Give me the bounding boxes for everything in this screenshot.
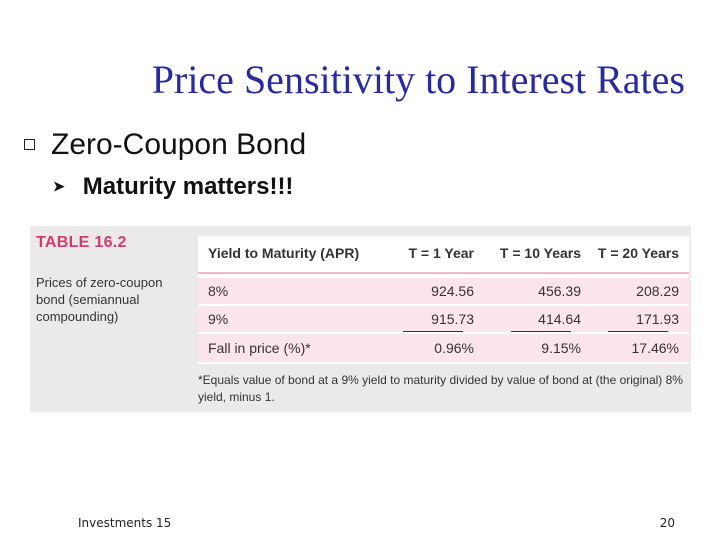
table-header-row: Yield to Maturity (APR) T = 1 Year T = 1…	[198, 236, 689, 270]
cell-label: Fall in price (%)*	[208, 340, 311, 356]
cell-t1: 924.56	[431, 283, 474, 299]
table-row: 8% 924.56 456.39 208.29	[198, 278, 689, 304]
underline-t20	[608, 331, 668, 332]
underline-t10	[511, 331, 571, 332]
price-table: Yield to Maturity (APR) T = 1 Year T = 1…	[198, 236, 689, 364]
table-row: 9% 915.73 414.64 171.93	[198, 306, 689, 332]
header-t20: T = 20 Years	[597, 245, 679, 261]
table-label: TABLE 16.2	[36, 234, 127, 251]
cell-t10: 414.64	[538, 311, 581, 327]
table-caption: Prices of zero-coupon bond (semiannual c…	[36, 275, 163, 324]
cell-yield: 9%	[208, 311, 229, 327]
table-footnote: *Equals value of bond at a 9% yield to m…	[198, 373, 683, 404]
bullet-text: Zero-Coupon Bond	[51, 128, 307, 161]
header-divider	[198, 272, 689, 274]
arrowhead-bullet-icon: ➤	[53, 178, 65, 194]
slide-title: Price Sensitivity to Interest Rates	[151, 57, 685, 102]
sub-bullet-maturity: ➤ Maturity matters!!!	[53, 173, 293, 201]
cell-t10: 456.39	[538, 283, 581, 299]
cell-t20: 17.46%	[631, 340, 679, 356]
bullet-zero-coupon: Zero-Coupon Bond	[24, 128, 306, 162]
header-ytm: Yield to Maturity (APR)	[208, 245, 360, 261]
cell-t1: 915.73	[431, 311, 474, 327]
cell-t20: 171.93	[636, 311, 679, 327]
page-number: 20	[659, 516, 675, 530]
header-t10: T = 10 Years	[499, 245, 581, 261]
table-figure: TABLE 16.2 Prices of zero-coupon bond (s…	[30, 226, 691, 412]
footer-course: Investments 15	[78, 516, 172, 530]
cell-t20: 208.29	[636, 283, 679, 299]
cell-t1: 0.96%	[434, 340, 474, 356]
sub-bullet-text: Maturity matters!!!	[82, 173, 294, 200]
cell-t10: 9.15%	[541, 340, 581, 356]
cell-yield: 8%	[208, 283, 229, 299]
square-bullet-icon	[24, 138, 35, 150]
header-t1: T = 1 Year	[408, 245, 474, 261]
table-row: Fall in price (%)* 0.96% 9.15% 17.46%	[198, 334, 689, 362]
underline-t1	[403, 331, 463, 332]
